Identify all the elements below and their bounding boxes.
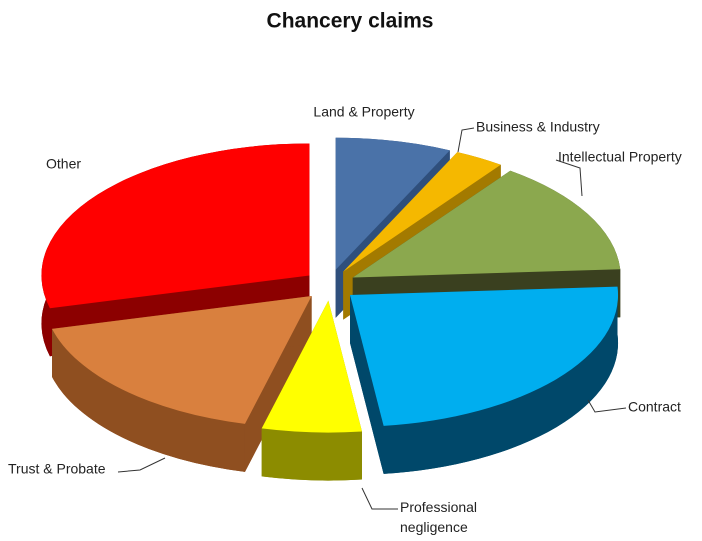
leader-line	[361, 487, 398, 510]
slice-top	[350, 286, 619, 426]
slice-label: Land & Property	[313, 104, 414, 120]
leader-line	[587, 399, 627, 413]
chart-title: Chancery claims	[267, 10, 434, 33]
slice-top	[41, 143, 310, 309]
slice-wall	[350, 294, 384, 474]
leader-line	[555, 159, 583, 197]
slice-top	[261, 300, 362, 433]
slice-label: Other	[46, 156, 81, 172]
slice-edge	[383, 286, 619, 474]
slice-top	[343, 152, 501, 272]
pie-slice	[350, 286, 619, 474]
slice-top	[352, 170, 621, 278]
slice-top	[335, 137, 450, 270]
slice-top	[52, 296, 312, 424]
slice-label: Intellectual Property	[558, 149, 682, 165]
slice-label: Professional negligence	[400, 499, 477, 535]
pie-slice	[52, 296, 312, 472]
slice-edge	[261, 428, 362, 481]
slice-label: Contract	[628, 399, 681, 415]
slice-label: Business & Industry	[476, 119, 600, 135]
slice-edge	[52, 328, 245, 472]
leader-line	[457, 127, 475, 153]
pie-slice	[261, 300, 362, 481]
leader-line	[117, 457, 166, 473]
slice-label: Trust & Probate	[8, 461, 106, 477]
